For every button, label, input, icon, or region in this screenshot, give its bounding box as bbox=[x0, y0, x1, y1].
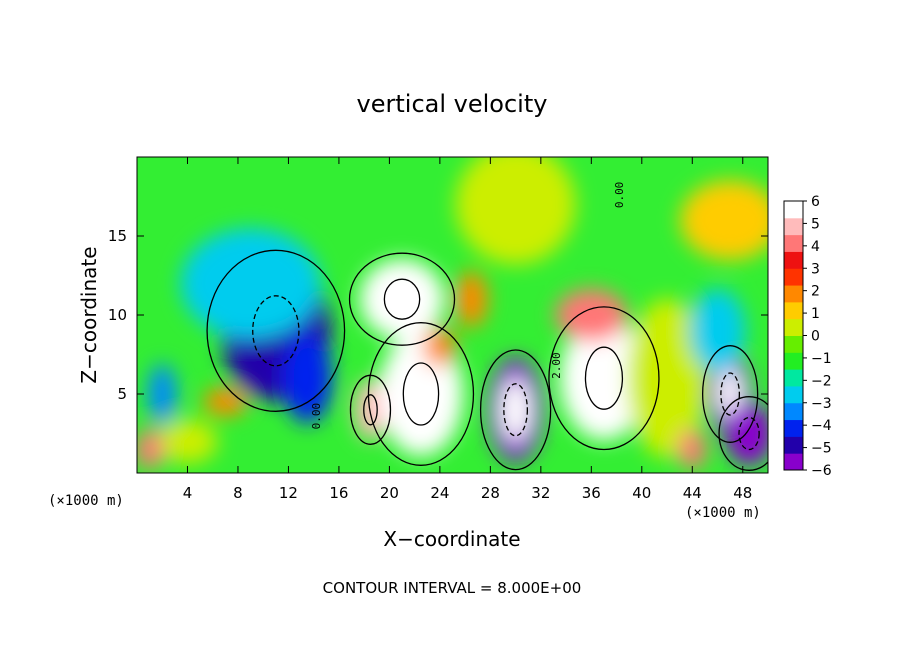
colorbar-tick-label: 4 bbox=[811, 239, 820, 255]
y-tick-label: 5 bbox=[117, 385, 127, 403]
colorbar-swatch bbox=[784, 268, 803, 286]
contour-line bbox=[738, 416, 760, 451]
colorbar-swatch bbox=[784, 217, 803, 236]
colorbar-swatch bbox=[784, 419, 803, 437]
contour-line bbox=[367, 322, 475, 466]
colorbar-tick-label: 6 bbox=[811, 194, 820, 210]
heat-blob bbox=[354, 379, 387, 440]
contour-value-label: 0.00 bbox=[310, 403, 323, 430]
colorbar-swatch bbox=[784, 234, 803, 252]
x-tick-label: 16 bbox=[329, 484, 348, 502]
colorbar-swatch bbox=[784, 352, 803, 370]
contour-line bbox=[479, 349, 552, 471]
x-axis-label: X−coordinate bbox=[383, 527, 520, 551]
heat-blob bbox=[678, 429, 707, 470]
heat-blob bbox=[689, 288, 746, 373]
heat-blob bbox=[423, 326, 456, 367]
heat-blob bbox=[148, 364, 177, 424]
heat-core bbox=[397, 356, 445, 432]
contour-line bbox=[718, 396, 768, 471]
colorbar-swatch bbox=[784, 453, 803, 471]
x-tick-label: 44 bbox=[683, 484, 702, 502]
x-tick-label: 28 bbox=[481, 484, 500, 502]
contour-line bbox=[383, 278, 421, 320]
x-tick-label: 12 bbox=[279, 484, 298, 502]
contour-line bbox=[584, 346, 624, 410]
x-tick-label: 20 bbox=[380, 484, 399, 502]
colorbar-tick-label: 2 bbox=[811, 284, 820, 300]
x-tick-label: 4 bbox=[183, 484, 193, 502]
contour-line bbox=[548, 306, 660, 451]
contour-value-label: 2.00 bbox=[550, 352, 563, 379]
x-tick-label: 40 bbox=[632, 484, 651, 502]
colorbar-tick-label: −3 bbox=[811, 396, 832, 412]
x-tick-label: 32 bbox=[531, 484, 550, 502]
heatmap-field bbox=[137, 157, 768, 470]
contour-line bbox=[348, 252, 456, 346]
contour-line bbox=[720, 372, 741, 416]
colorbar-swatch bbox=[784, 201, 803, 219]
chart-title: vertical velocity bbox=[357, 90, 548, 118]
plot-area bbox=[137, 157, 768, 473]
colorbar: 6 5 4 3 2 1 0 −1 −2 −3 −4 −5 −6 bbox=[783, 194, 832, 479]
x-unit-label-right: (×1000 m) bbox=[685, 505, 761, 521]
colorbar-tick-label: −2 bbox=[811, 373, 832, 389]
colorbar-swatch bbox=[784, 318, 803, 336]
heat-blob bbox=[455, 157, 576, 265]
heat-blob bbox=[157, 419, 218, 464]
y-tick-label: 10 bbox=[108, 306, 127, 324]
heat-blob bbox=[360, 259, 445, 340]
heat-blob bbox=[180, 228, 321, 339]
x-tick-label: 36 bbox=[582, 484, 601, 502]
heat-blob bbox=[627, 298, 708, 459]
x-tick-label: 48 bbox=[733, 484, 752, 502]
colorbar-swatch bbox=[784, 402, 803, 421]
heat-core bbox=[500, 378, 531, 441]
x-axis: 4 8 12 16 20 24 28 32 36 40 44 48 bbox=[183, 157, 752, 502]
heat-blob bbox=[282, 333, 333, 424]
x-unit-label: (×1000 m) bbox=[48, 493, 124, 509]
colorbar-tick-label: −6 bbox=[811, 463, 832, 479]
heat-blob bbox=[137, 429, 164, 470]
colorbar-tick-label: 1 bbox=[811, 306, 820, 322]
contour-value-label: 0.00 bbox=[613, 182, 626, 209]
y-axis-label: Z−coordinate bbox=[77, 246, 101, 383]
heat-core bbox=[579, 341, 629, 416]
contour-line bbox=[206, 249, 346, 412]
contour-line bbox=[701, 345, 759, 443]
colorbar-swatch bbox=[784, 251, 803, 269]
colorbar-swatch bbox=[784, 369, 803, 387]
contour-line bbox=[402, 362, 440, 426]
heat-blob bbox=[555, 289, 628, 341]
colorbar-tick-label: −5 bbox=[811, 441, 832, 457]
contour-line bbox=[252, 295, 300, 367]
heat-blob bbox=[725, 401, 768, 466]
x-tick-label: 24 bbox=[430, 484, 449, 502]
heat-blob bbox=[680, 180, 768, 261]
contour-line bbox=[503, 383, 529, 437]
colorbar-tick-label: 3 bbox=[811, 261, 820, 277]
colorbar-swatch bbox=[784, 301, 803, 320]
colorbar-tick-label: 0 bbox=[811, 329, 820, 345]
colorbar-swatch bbox=[784, 385, 803, 404]
colorbar-tick-label: −4 bbox=[811, 418, 832, 434]
contour-line bbox=[363, 394, 378, 426]
heat-blob bbox=[203, 387, 248, 416]
colorbar-tick-label: −1 bbox=[811, 351, 832, 367]
y-axis: 5 10 15 bbox=[108, 227, 768, 403]
colorbar-tick-label: 5 bbox=[811, 216, 820, 232]
colorbar-swatch bbox=[784, 436, 803, 454]
contour-lines bbox=[206, 249, 768, 471]
colorbar-swatch bbox=[784, 285, 803, 303]
contour-interval-note: CONTOUR INTERVAL = 8.000E+00 bbox=[323, 579, 582, 597]
heat-blob bbox=[455, 271, 488, 328]
x-tick-label: 8 bbox=[233, 484, 243, 502]
y-tick-label: 15 bbox=[108, 227, 127, 245]
contour-labels: 0.00 0.00 2.00 bbox=[310, 182, 626, 430]
colorbar-swatch bbox=[784, 335, 803, 353]
